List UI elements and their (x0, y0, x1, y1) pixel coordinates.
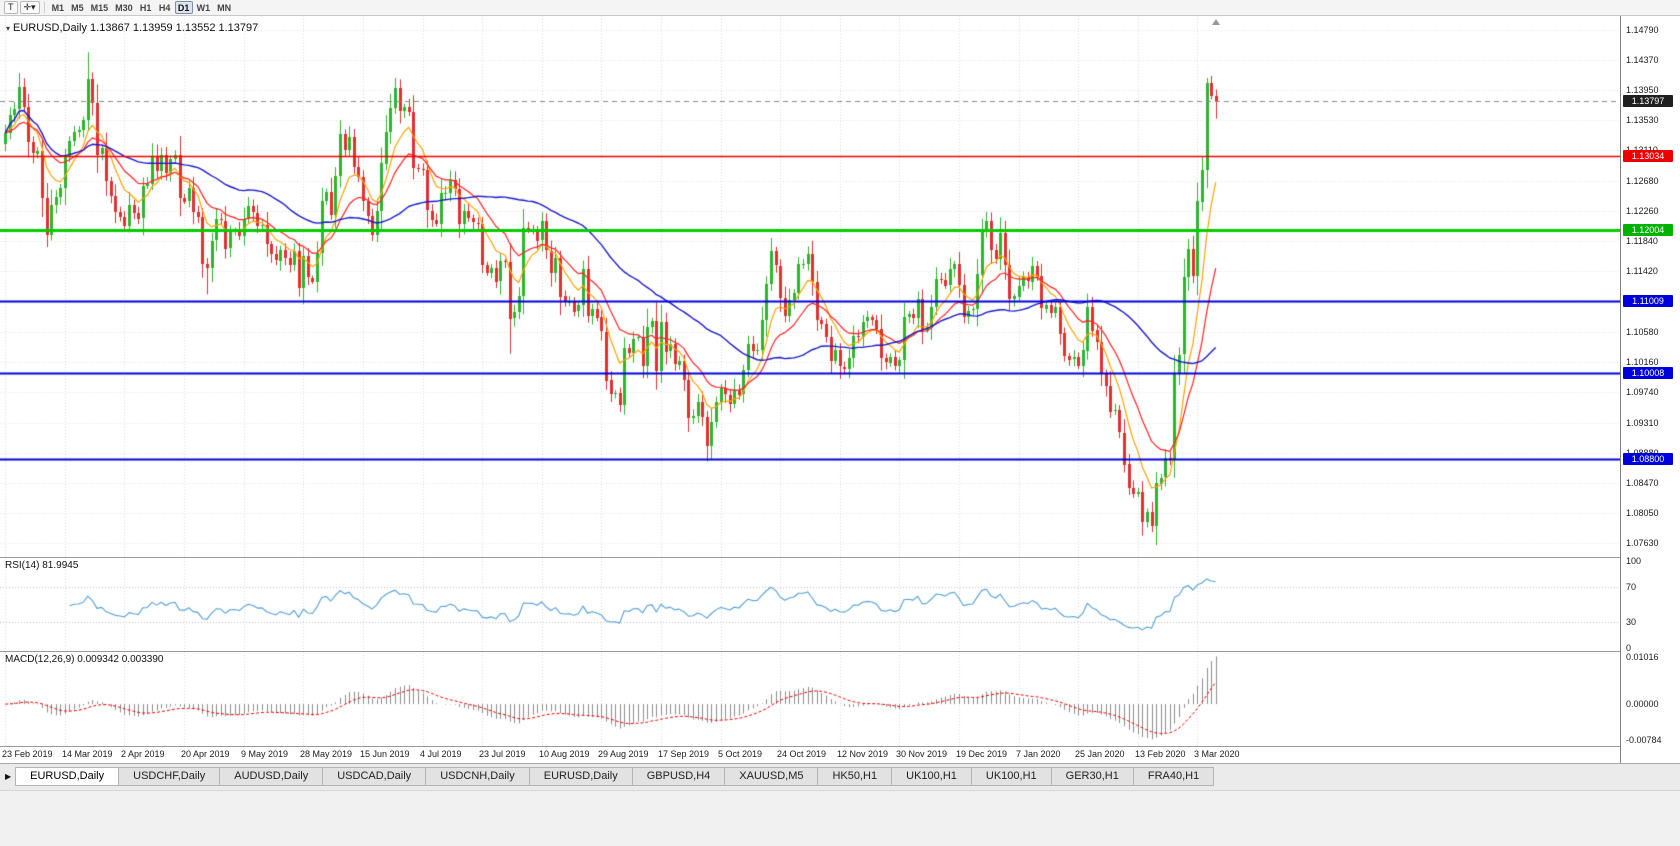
price-tick: 1.09310 (1626, 418, 1659, 428)
chart-tab-bar: ▶ EURUSD,Daily USDCHF,Daily AUDUSD,Daily US… (0, 763, 1680, 790)
date-tick: 4 Jul 2019 (420, 749, 462, 759)
text-tool-button[interactable]: T (4, 1, 18, 14)
price-tick: 1.08470 (1626, 478, 1659, 488)
price-tick: 1.14370 (1626, 55, 1659, 65)
timeframe-button-m1[interactable]: M1 (51, 3, 65, 13)
date-tick: 24 Oct 2019 (777, 749, 827, 759)
date-tick: 7 Jan 2020 (1016, 749, 1061, 759)
date-tick: 2 Apr 2019 (121, 749, 165, 759)
panel-separator (0, 746, 1680, 747)
date-tick: 9 May 2019 (241, 749, 289, 759)
price-chart-canvas[interactable] (0, 16, 1620, 557)
chart-tabs: EURUSD,Daily USDCHF,Daily AUDUSD,Daily USDC… (15, 767, 1215, 786)
chart-tab-uk100-h1[interactable]: UK100,H1 (970, 767, 1052, 786)
date-tick: 3 Mar 2020 (1194, 749, 1240, 759)
rsi-tick: 100 (1626, 556, 1642, 566)
status-strip (0, 790, 1680, 846)
date-tick: 13 Feb 2020 (1135, 749, 1186, 759)
price-tick: 1.12680 (1626, 176, 1659, 186)
tab-scroll-icon[interactable]: ▶ (5, 772, 12, 781)
timeframe-button-m30[interactable]: M30 (115, 3, 133, 13)
panel-separator (0, 651, 1680, 652)
chart-tab-usdcad-daily[interactable]: USDCAD,Daily (322, 767, 427, 786)
chart-tab-eurusd-daily[interactable]: EURUSD,Daily (528, 767, 633, 786)
timeframe-button-mn[interactable]: MN (217, 3, 232, 13)
top-toolbar: T ✛▾ M1 M5 M15 M30 H1 H4 D1 W1 MN (0, 0, 1680, 16)
date-tick: 29 Aug 2019 (598, 749, 649, 759)
chart-tab-uk100-h1[interactable]: UK100,H1 (891, 767, 972, 786)
price-tick: 1.10160 (1626, 357, 1659, 367)
price-tick: 1.08050 (1626, 508, 1659, 518)
rsi-canvas[interactable] (0, 558, 1620, 651)
chart-header: ▾ EURUSD,Daily 1.13867 1.13959 1.13552 1.… (6, 22, 258, 34)
rsi-panel: RSI(14) 81.9945 (0, 558, 1680, 651)
cursor-tool-button[interactable]: ✛▾ (19, 1, 40, 14)
macd-label: MACD(12,26,9) 0.009342 0.003390 (5, 654, 164, 665)
date-tick: 23 Feb 2019 (2, 749, 53, 759)
date-tick: 23 Jul 2019 (479, 749, 526, 759)
date-tick: 19 Dec 2019 (956, 749, 1008, 759)
date-axis[interactable]: 23 Feb 2019 14 Mar 2019 2 Apr 2019 20 Apr 2… (0, 747, 1620, 763)
chart-ohlc-label: 1.13867 1.13959 1.13552 1.13797 (90, 22, 259, 34)
chart-tab-usdcnh-daily[interactable]: USDCNH,Daily (425, 767, 530, 786)
price-tick: 1.11420 (1626, 266, 1658, 276)
macd-tick: -0.00784 (1626, 735, 1662, 745)
timeframe-button-d1[interactable]: D1 (174, 1, 193, 14)
green-level-badge: 1.12004 (1623, 224, 1673, 236)
date-tick: 25 Jan 2020 (1075, 749, 1125, 759)
blue-level-badge: 1.10008 (1623, 367, 1673, 379)
chart-symbol-label: EURUSD,Daily (13, 22, 87, 34)
rsi-label: RSI(14) 81.9945 (5, 560, 79, 571)
chart-tab-gbpusd-h4[interactable]: GBPUSD,H4 (631, 767, 726, 786)
price-tick: 1.14790 (1626, 25, 1659, 35)
date-tick: 5 Oct 2019 (718, 749, 763, 759)
chart-shift-marker-icon (1212, 19, 1220, 25)
timeframe-button-m5[interactable]: M5 (71, 3, 84, 13)
macd-tick: 0.00000 (1626, 699, 1659, 709)
blue-level-badge: 1.08800 (1623, 453, 1673, 465)
date-tick: 17 Sep 2019 (658, 749, 710, 759)
chart-tab-xauusd-m5[interactable]: XAUUSD,M5 (724, 767, 819, 786)
date-tick: 14 Mar 2019 (62, 749, 113, 759)
price-tick: 1.09740 (1626, 387, 1659, 397)
timeframe-button-w1[interactable]: W1 (196, 3, 211, 13)
timeframe-button-h1[interactable]: H1 (139, 3, 152, 13)
blue-level-badge: 1.11009 (1623, 295, 1673, 307)
macd-tick: 0.01016 (1626, 652, 1659, 662)
chart-tab-audusd-daily[interactable]: AUDUSD,Daily (219, 767, 324, 786)
chart-tab-hk50-h1[interactable]: HK50,H1 (817, 767, 893, 786)
price-tick: 1.12260 (1626, 206, 1659, 216)
rsi-tick: 30 (1626, 617, 1637, 627)
price-tick: 1.13950 (1626, 85, 1659, 95)
rsi-tick: 0 (1626, 643, 1632, 653)
chart-tab-usdchf-daily[interactable]: USDCHF,Daily (118, 767, 221, 786)
price-axis[interactable]: 1.147901.143701.139501.135301.131101.126… (1620, 16, 1680, 763)
date-tick: 20 Apr 2019 (181, 749, 230, 759)
timeframe-button-h4[interactable]: H4 (158, 3, 171, 13)
red-level-badge: 1.13034 (1623, 150, 1673, 162)
timeframe-button-m15[interactable]: M15 (90, 3, 109, 13)
panel-separator (0, 557, 1680, 558)
price-tick: 1.07630 (1626, 538, 1659, 548)
macd-panel: MACD(12,26,9) 0.009342 0.003390 (0, 652, 1680, 746)
macd-canvas[interactable] (0, 652, 1620, 746)
toolbar-separator (43, 2, 45, 13)
date-tick: 30 Nov 2019 (896, 749, 948, 759)
chart-tab-ger30-h1[interactable]: GER30,H1 (1050, 767, 1134, 786)
price-tick: 1.10580 (1626, 327, 1659, 337)
chart-tab-fra40-h1[interactable]: FRA40,H1 (1132, 767, 1215, 786)
rsi-tick: 70 (1626, 582, 1637, 592)
current-price-badge: 1.13797 (1623, 95, 1673, 107)
chart-tab-eurusd-daily[interactable]: EURUSD,Daily (15, 767, 120, 786)
price-tick: 1.11840 (1626, 236, 1658, 246)
date-tick: 12 Nov 2019 (837, 749, 889, 759)
date-tick: 10 Aug 2019 (539, 749, 590, 759)
date-tick: 28 May 2019 (300, 749, 353, 759)
price-tick: 1.13530 (1626, 115, 1659, 125)
chart-dropdown-icon: ▾ (6, 24, 11, 33)
date-tick: 15 Jun 2019 (360, 749, 410, 759)
main-chart-panel: ▾ EURUSD,Daily 1.13867 1.13959 1.13552 1.… (0, 16, 1680, 557)
timeframe-buttons: M1 M5 M15 M30 H1 H4 D1 W1 MN (49, 1, 235, 14)
